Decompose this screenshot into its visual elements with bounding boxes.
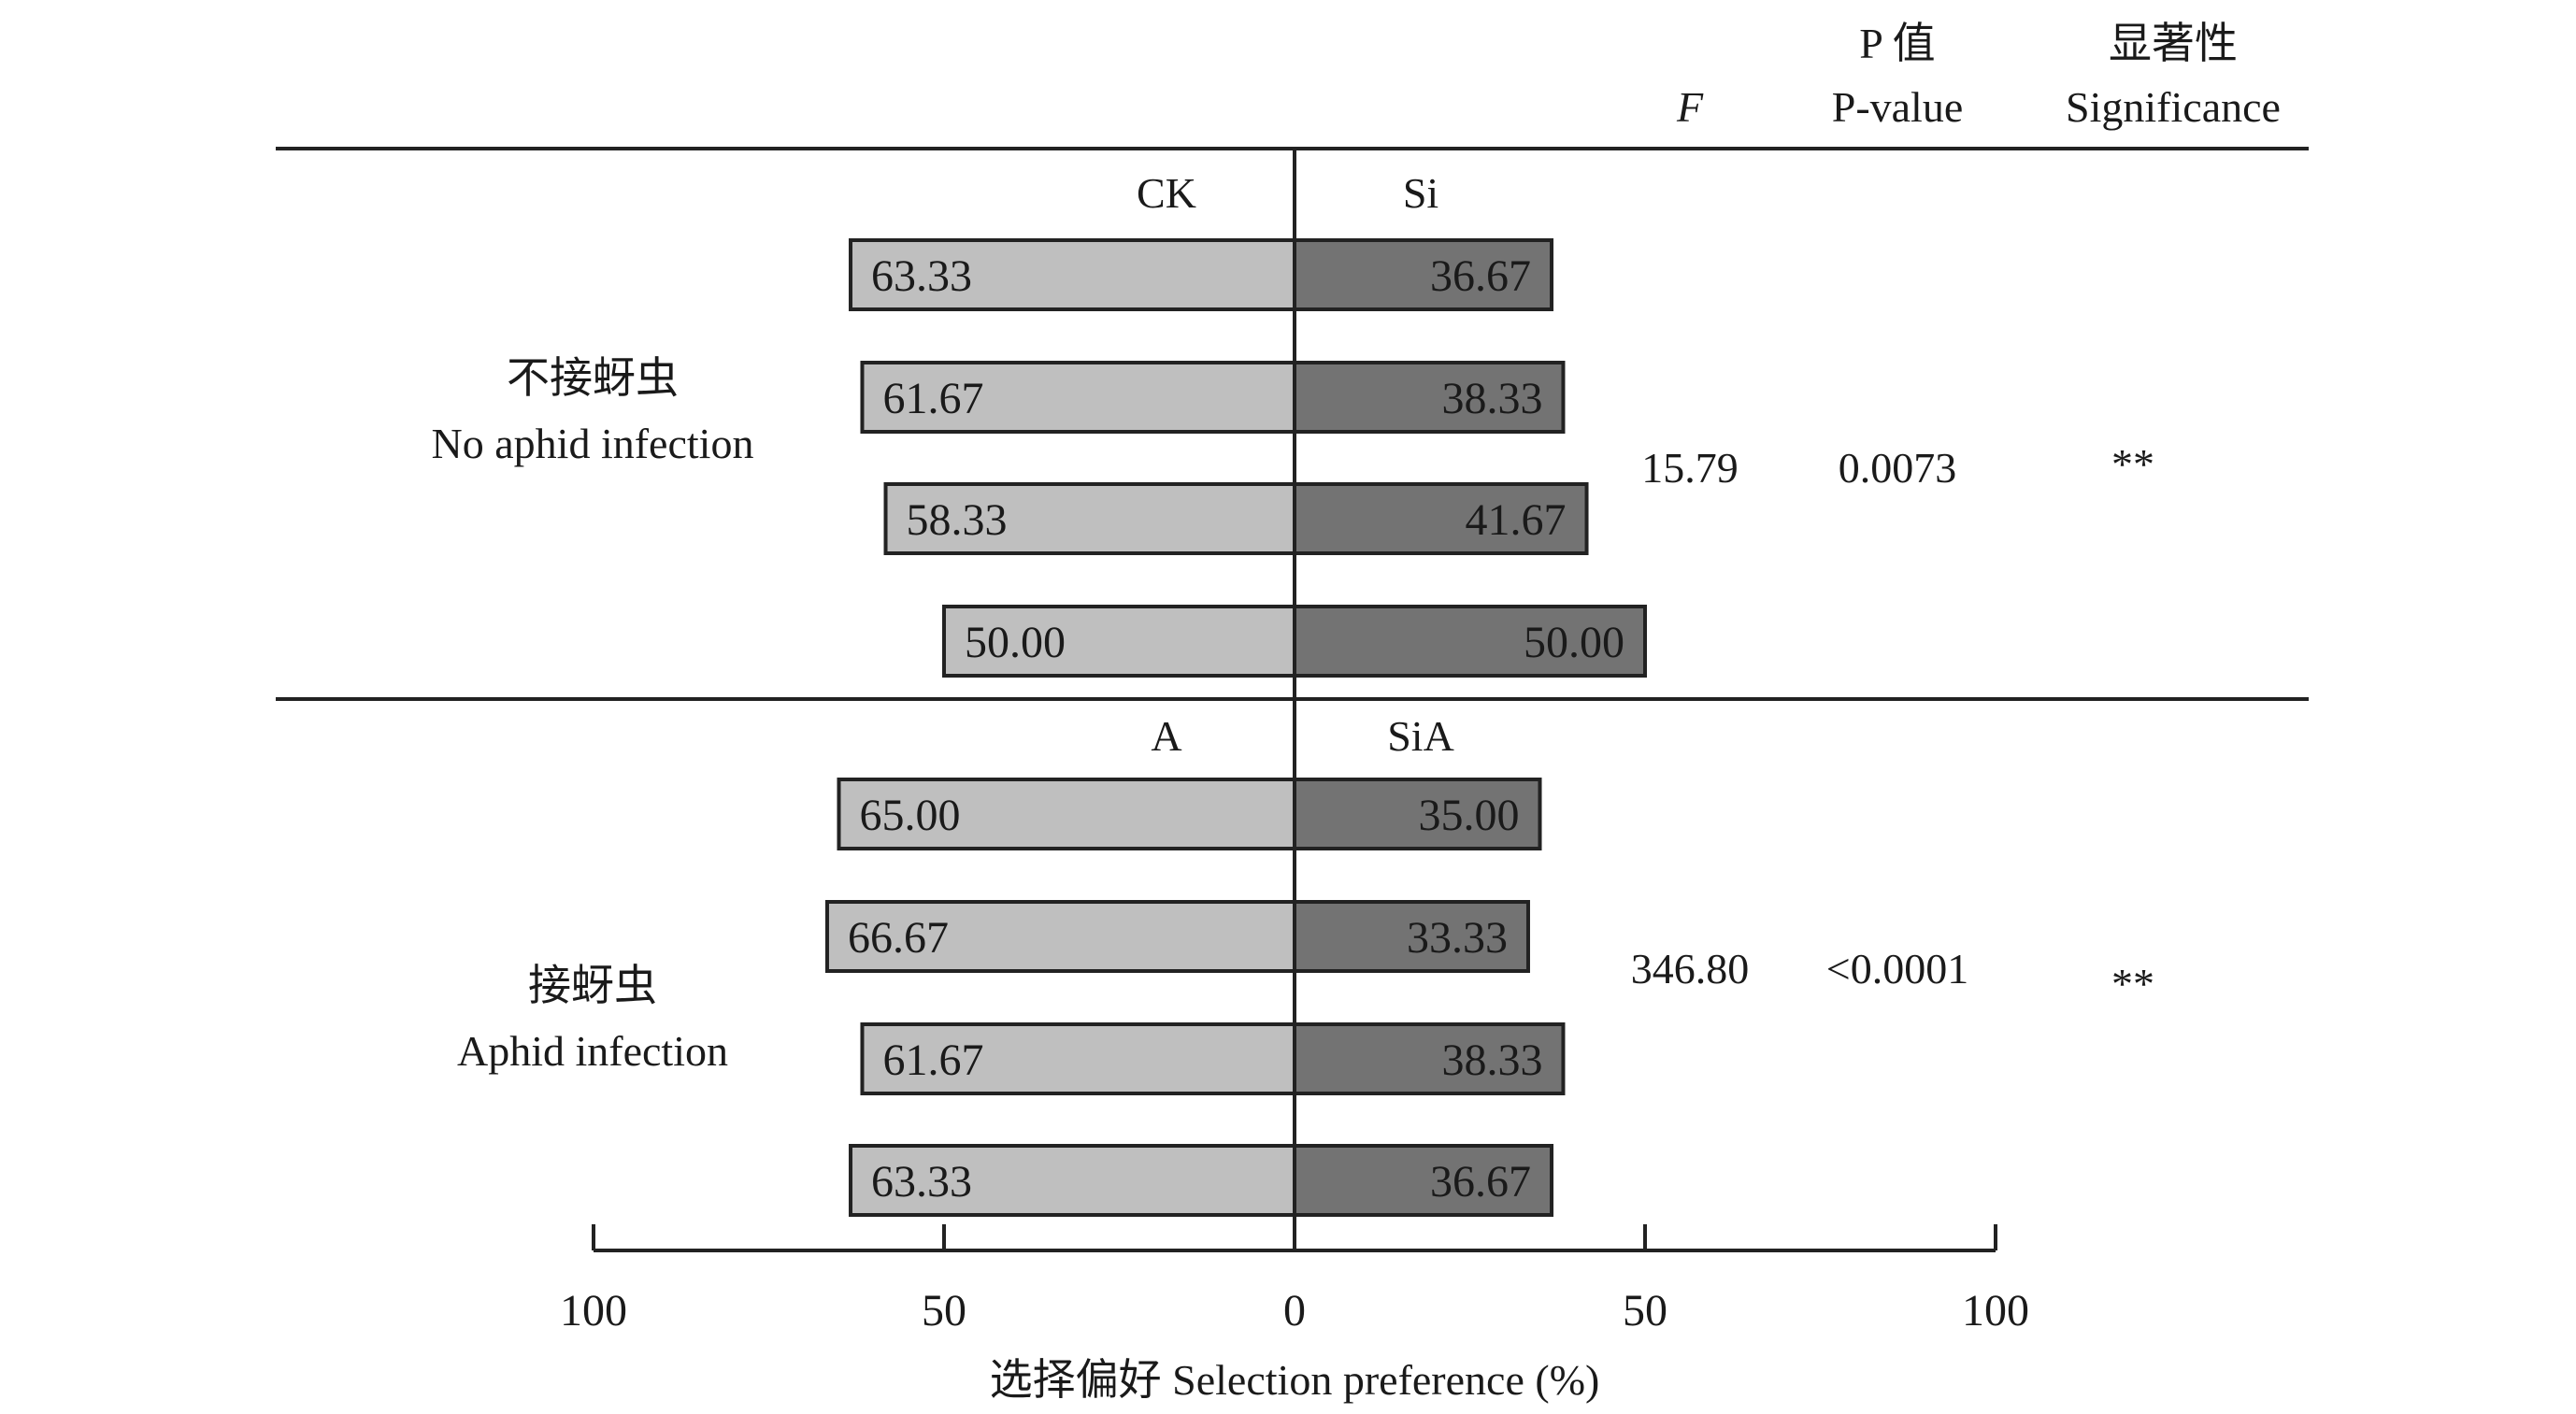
x-axis-title: 选择偏好 Selection preference (%) [990, 1356, 1600, 1404]
bar-label-left-g2-3: 61.67 [882, 1036, 983, 1085]
bar-label-left-g2-4: 63.33 [871, 1157, 972, 1207]
header-significance-en: Significance [2066, 83, 2281, 131]
bar-label-left-g1-1: 63.33 [871, 251, 972, 301]
x-tick-label-3: 0 [1283, 1286, 1306, 1335]
group1-name-cn: 不接蚜虫 [507, 354, 679, 402]
bar-left-g1-4 [942, 605, 1296, 678]
bar-label-right-g2-1: 35.00 [1419, 791, 1520, 840]
group1-name-en: No aphid infection [432, 420, 754, 467]
group1-p-value: 0.0073 [1839, 444, 1957, 492]
group1-left-label: CK [1137, 169, 1196, 217]
group1-significance: ** [2111, 440, 2154, 488]
x-tick-label-1: 100 [560, 1286, 627, 1335]
bar-label-right-g1-2: 38.33 [1441, 374, 1542, 423]
bar-right-g2-2 [1293, 900, 1530, 973]
bar-label-left-g1-2: 61.67 [882, 374, 983, 423]
bar-left-g2-4 [849, 1144, 1297, 1217]
header-p-value-en: P-value [1832, 83, 1964, 131]
x-tick-label-5: 100 [1962, 1286, 2029, 1335]
bar-left-g2-1 [837, 778, 1296, 850]
header-f: F [1676, 83, 1704, 131]
group2-right-label: SiA [1387, 712, 1454, 760]
x-tick-label-4: 50 [1623, 1286, 1667, 1335]
bar-label-right-g2-4: 36.67 [1430, 1157, 1531, 1207]
bar-left-g2-2 [824, 900, 1296, 973]
bar-label-right-g1-4: 50.00 [1524, 618, 1624, 667]
bar-right-g2-3 [1293, 1022, 1566, 1095]
group2-name-en: Aphid infection [457, 1027, 728, 1075]
group1-right-label: Si [1403, 169, 1438, 217]
bar-label-left-g1-3: 58.33 [907, 495, 1008, 545]
group2-significance: ** [2111, 960, 2154, 1007]
group2-left-label: A [1151, 712, 1181, 760]
bar-label-right-g2-2: 33.33 [1407, 913, 1508, 963]
bar-label-left-g2-1: 65.00 [860, 791, 961, 840]
bar-label-right-g1-1: 36.67 [1430, 251, 1531, 301]
group2-p-value: <0.0001 [1826, 945, 1968, 993]
bar-right-g1-3 [1293, 482, 1589, 555]
group2-name-cn: 接蚜虫 [528, 962, 657, 1009]
x-tick-label-2: 50 [922, 1286, 966, 1335]
bar-label-left-g1-4: 50.00 [965, 618, 1066, 667]
x-axis: 100 50 0 50 100 [560, 1224, 2029, 1335]
group1-f-value: 15.79 [1641, 444, 1739, 492]
bar-label-right-g2-3: 38.33 [1441, 1036, 1542, 1085]
bar-right-g1-1 [1293, 238, 1554, 311]
bar-label-left-g2-2: 66.67 [848, 913, 949, 963]
bar-left-g1-2 [860, 361, 1296, 434]
bar-right-g2-1 [1293, 778, 1542, 850]
header-significance-cn: 显著性 [2109, 20, 2238, 67]
bars-layer: 63.33 36.67 61.67 38.33 58.33 41.67 50.00 50.00… [824, 238, 1647, 1217]
bar-right-g1-4 [1293, 605, 1647, 678]
header-p-value-cn: P 值 [1859, 20, 1935, 67]
bar-label-right-g1-3: 41.67 [1466, 495, 1567, 545]
group2-f-value: 346.80 [1631, 945, 1750, 993]
